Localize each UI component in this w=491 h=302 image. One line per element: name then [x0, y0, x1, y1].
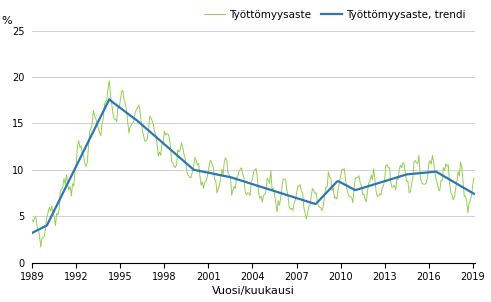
Työttömyysaste, trendi	[259, 185, 265, 189]
Työttömyysaste	[29, 218, 35, 222]
X-axis label: Vuosi/kuukausi: Vuosi/kuukausi	[212, 286, 295, 297]
Työttömyysaste	[415, 162, 421, 165]
Line: Työttömyysaste: Työttömyysaste	[32, 81, 474, 247]
Työttömyysaste	[185, 173, 191, 177]
Työttömyysaste	[471, 176, 477, 180]
Työttömyysaste	[261, 194, 267, 198]
Työttömyysaste, trendi	[471, 192, 477, 196]
Työttömyysaste, trendi	[29, 231, 35, 235]
Työttömyysaste, trendi	[184, 162, 190, 165]
Työttömyysaste, trendi	[107, 98, 112, 101]
Työttömyysaste, trendi	[360, 186, 366, 190]
Työttömyysaste	[38, 245, 44, 249]
Työttömyysaste	[361, 192, 367, 196]
Työttömyysaste	[107, 79, 112, 82]
Työttömyysaste	[350, 201, 356, 204]
Text: %: %	[1, 16, 12, 26]
Työttömyysaste	[358, 184, 364, 188]
Työttömyysaste, trendi	[413, 172, 419, 175]
Työttömyysaste, trendi	[349, 186, 355, 190]
Työttömyysaste, trendi	[357, 187, 363, 191]
Line: Työttömyysaste, trendi: Työttömyysaste, trendi	[32, 99, 474, 233]
Legend: Työttömyysaste, Työttömyysaste, trendi: Työttömyysaste, Työttömyysaste, trendi	[200, 6, 470, 24]
